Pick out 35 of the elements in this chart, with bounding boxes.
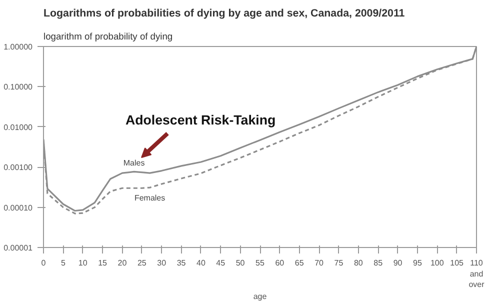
x-tick-label: 40 [196, 258, 206, 268]
x-tick-label: 65 [294, 258, 304, 268]
x-tick-label: 30 [157, 258, 167, 268]
x-axis-title: age [253, 292, 268, 302]
x-tick-label: 70 [314, 258, 324, 268]
x-tick-label: 5 [60, 258, 66, 268]
series-label: Males [123, 158, 145, 168]
x-tick-label: 10 [78, 258, 88, 268]
x-tick-label: 55 [256, 258, 265, 268]
annotation: Adolescent Risk-Taking [126, 112, 276, 128]
x-tick-label: 100 [430, 258, 444, 268]
x-tick-label: 95 [413, 258, 422, 268]
x-tick-label: 45 [216, 258, 226, 268]
x-tick-label: 75 [334, 258, 344, 268]
y-tick-label: 0.10000 [4, 82, 34, 92]
y-tick-label: 0.01000 [4, 122, 34, 132]
x-tick-label: 20 [118, 258, 128, 268]
x-tick-label: 90 [393, 258, 403, 268]
y-tick-label: 0.00100 [4, 163, 34, 172]
chart-title: Logarithms of probabilities of dying by age and sex, Canada, 2009/2011 [44, 8, 405, 20]
x-tick-label: 105 [450, 258, 464, 268]
y-tick-label: 0.00001 [4, 244, 34, 252]
y-tick-label: 1.00000 [4, 42, 34, 52]
series-label: Females [134, 194, 166, 203]
x-tick-label: 50 [236, 258, 246, 268]
x-tick-label: 85 [374, 258, 384, 268]
x-tick-label: 15 [98, 258, 108, 268]
y-axis-title: logarithm of probability of dying [44, 32, 173, 42]
x-tick-label: 80 [354, 258, 364, 268]
x-tick-label: 35 [176, 258, 186, 268]
x-tick-label: 110 and over [468, 258, 485, 290]
x-tick-label: 0 [41, 258, 46, 268]
x-tick-label: 25 [137, 258, 147, 268]
x-tick-label: 60 [275, 258, 285, 268]
y-tick-label: 0.00010 [4, 203, 34, 212]
